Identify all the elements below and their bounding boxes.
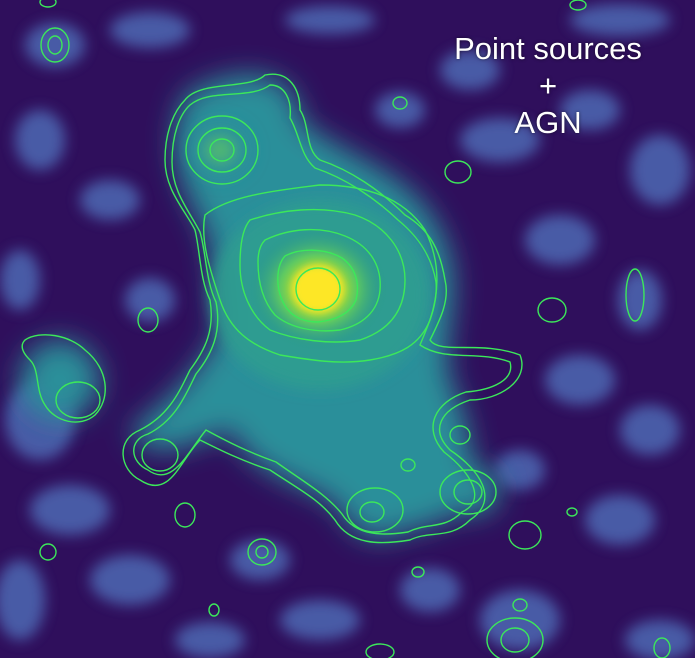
image-caption: Point sources + AGN	[418, 30, 678, 141]
caption-line-3: AGN	[514, 105, 582, 140]
core-bright	[292, 265, 344, 313]
caption-line-2: +	[538, 68, 558, 103]
contours	[21, 0, 671, 658]
caption-line-1: Point sources	[454, 31, 642, 66]
